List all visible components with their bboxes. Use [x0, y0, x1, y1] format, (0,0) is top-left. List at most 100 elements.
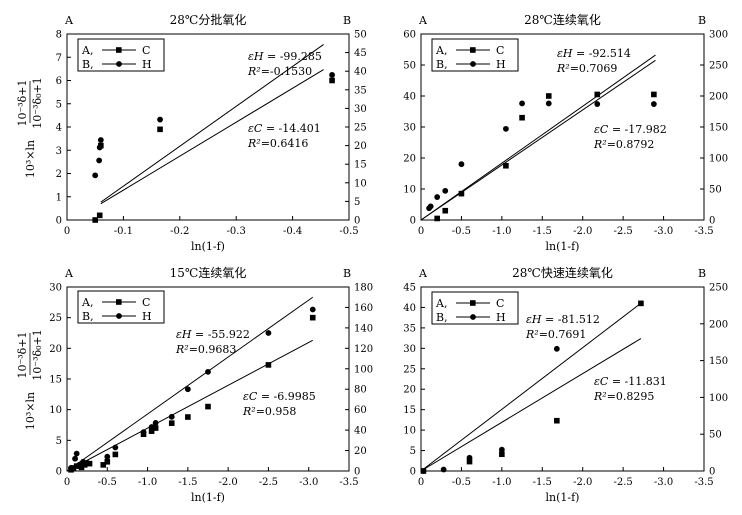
c-data-point	[309, 314, 316, 321]
c-data-point	[168, 420, 175, 426]
right-tick-label: 250	[709, 283, 728, 294]
left-tick-label: 15	[49, 375, 62, 386]
annotation-h: εH = -92.514 R²=0.7069	[556, 47, 631, 75]
right-tick-label: 30	[354, 104, 367, 115]
c-data-point	[651, 91, 657, 98]
right-tick-label: 20	[354, 141, 367, 152]
h-data-point	[545, 100, 552, 107]
left-tick-label: 40	[403, 92, 416, 103]
legend-label: H	[142, 58, 152, 71]
left-tick-label: 5	[410, 446, 416, 457]
x-tick-label: -3.5	[339, 477, 358, 488]
x-tick-label: -2.0	[573, 477, 592, 488]
right-tick-label: 15	[354, 160, 367, 171]
left-tick-label: 0	[410, 467, 416, 478]
x-tick-label: -1.0	[492, 477, 511, 488]
left-tick-label: 30	[49, 283, 62, 294]
plot-frame	[420, 286, 705, 472]
h-data-point	[594, 101, 601, 107]
r-squared-label: R²=0.8295	[593, 390, 654, 403]
right-tick-label: 40	[354, 426, 367, 437]
right-tick-label: 200	[709, 92, 728, 103]
legend: A, C B, H	[77, 290, 165, 324]
right-tick-label: 0	[709, 216, 715, 227]
x-axis-label: ln(1-f)	[191, 240, 225, 253]
h-data-point	[84, 459, 91, 466]
x-tick-label: -1.5	[533, 477, 552, 488]
c-data-point	[434, 215, 440, 222]
right-tick-label: 150	[709, 356, 728, 367]
left-tick-label: 25	[49, 313, 62, 324]
legend-axis-prefix: B,	[436, 311, 448, 324]
right-tick-label: 50	[709, 430, 722, 441]
left-tick-label: 0	[410, 216, 416, 227]
left-tick-label: 7	[56, 53, 62, 64]
legend-square-marker	[116, 299, 122, 305]
x-tick-label: -0.5	[452, 226, 471, 237]
x-axis-label: ln(1-f)	[546, 491, 580, 504]
c-data-point	[78, 464, 85, 471]
epsilon-label: εH = -81.512	[526, 313, 600, 326]
x-tick-label: -3.0	[299, 477, 318, 488]
c-data-point	[329, 77, 335, 84]
x-tick-label: -2.5	[613, 477, 632, 488]
right-tick-label: 0	[709, 467, 715, 478]
chart-panel-2: 28℃连续氧化 A B 0 -0.5 -1.0 -1.5 -2.0 -2.5 -3.0 -3.5 ln…	[403, 12, 728, 253]
x-tick-label: -1.5	[533, 226, 552, 237]
y-axis-label-prefix: 10³×ln	[24, 140, 37, 178]
r-squared-label: R²=0.7069	[556, 62, 617, 75]
legend-axis-prefix: A,	[81, 296, 93, 309]
left-tick-label: 0	[56, 467, 62, 478]
x-tick-label: 0	[64, 226, 70, 237]
x-tick-label: -0.5	[452, 477, 471, 488]
left-axis-letter: A	[418, 14, 428, 27]
x-tick-label: 0	[64, 477, 70, 488]
right-tick-label: 200	[709, 319, 728, 330]
y-axis-label-numerator: 10⁻³δ+1	[16, 331, 29, 378]
h-data-point	[68, 465, 74, 471]
y-axis-label: 10³×ln 10⁻³δ+1 10⁻³δ₀+1	[16, 77, 44, 178]
y-axis-label-denominator: 10⁻³δ₀+1	[31, 77, 44, 128]
right-tick-label: 20	[354, 446, 367, 457]
x-tick-label: 0	[418, 477, 424, 488]
h-fit-line	[66, 296, 314, 472]
c-data-point	[205, 403, 211, 410]
h-data-point	[434, 194, 441, 200]
chart-panel-3: 15℃连续氧化 A B 0 -0.5 -1.0 -1.5 -2.0 -2.5 -3.0 -3.5 ln…	[49, 265, 373, 504]
r-squared-label: R²=0.958	[242, 405, 296, 418]
legend-box	[77, 38, 165, 72]
legend-circle-marker	[470, 61, 476, 67]
c-data-point	[499, 451, 505, 458]
x-tick-label: -0.5	[98, 477, 117, 488]
legend: A, C B, H	[431, 38, 519, 72]
h-data-point	[519, 100, 525, 107]
right-tick-label: 160	[354, 303, 373, 314]
right-tick-label: 35	[354, 85, 367, 96]
right-axis-letter: B	[343, 14, 351, 27]
right-tick-label: 100	[709, 393, 728, 404]
left-tick-label: 10	[403, 426, 416, 437]
right-tick-label: 60	[354, 405, 367, 416]
epsilon-label: εH = -92.514	[557, 47, 631, 60]
left-tick-label: 5	[56, 436, 62, 447]
chart-title: 28℃分批氧化	[170, 12, 247, 27]
c-data-point	[81, 462, 88, 468]
chart-title: 28℃连续氧化	[524, 12, 601, 27]
left-tick-label: 20	[403, 385, 416, 396]
right-tick-label: 50	[709, 185, 722, 196]
epsilon-label: εC = -17.982	[594, 123, 667, 136]
h-data-point	[205, 368, 211, 375]
left-tick-label: 3	[56, 146, 62, 157]
x-tick-label: -3.0	[654, 226, 673, 237]
h-data-point	[104, 453, 111, 460]
x-tick-label: -2.5	[613, 226, 632, 237]
left-tick-label: 10	[403, 185, 416, 196]
left-tick-label: 15	[403, 405, 416, 416]
legend-axis-prefix: B,	[82, 58, 94, 71]
h-data-point	[96, 157, 103, 164]
right-tick-label: 150	[709, 123, 728, 134]
r-squared-label: R²=0.6416	[247, 137, 308, 150]
legend-axis-prefix: B,	[82, 310, 94, 323]
h-data-point	[553, 345, 560, 352]
